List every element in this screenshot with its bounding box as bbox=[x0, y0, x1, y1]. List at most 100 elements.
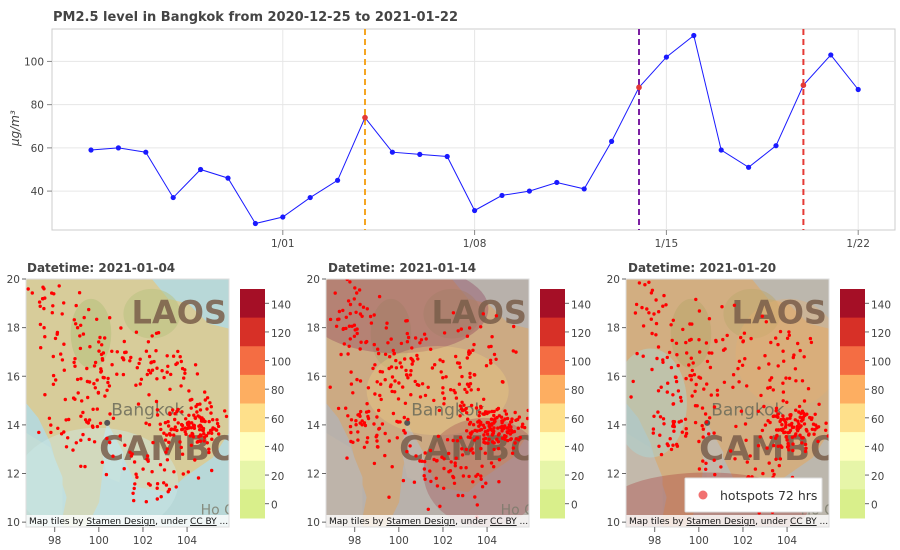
hotspot-dot bbox=[641, 324, 646, 328]
hotspot-dot bbox=[174, 485, 178, 489]
map-label-city: Ho Ch bbox=[501, 503, 543, 519]
hotspot-dot bbox=[712, 458, 716, 462]
hotspot-dot bbox=[739, 409, 744, 413]
hotspot-dot bbox=[774, 406, 779, 410]
map-y-tick-label: 14 bbox=[307, 420, 321, 432]
hotspot-dot bbox=[155, 366, 159, 370]
hotspot-dot bbox=[75, 326, 80, 330]
hotspot-dot bbox=[465, 411, 469, 415]
hotspot-dot bbox=[95, 424, 100, 429]
hotspot-dot bbox=[378, 393, 382, 398]
hotspot-dot bbox=[146, 459, 150, 463]
hotspot-dot bbox=[399, 365, 404, 369]
map-y-tick-label: 18 bbox=[607, 323, 620, 335]
license-link[interactable]: CC BY bbox=[490, 517, 517, 527]
hotspot-dot bbox=[119, 326, 123, 330]
hotspot-dot bbox=[180, 427, 185, 431]
hotspot-dot bbox=[671, 318, 675, 322]
hotspot-dot bbox=[189, 426, 194, 430]
hotspot-dot bbox=[504, 412, 509, 416]
hotspot-dot bbox=[654, 298, 658, 302]
hotspot-dot bbox=[500, 436, 505, 440]
map-label-country: LAOS bbox=[732, 294, 827, 332]
hotspot-dot bbox=[775, 433, 779, 438]
hotspot-dot bbox=[468, 448, 473, 452]
map-title-1: Datetime: 2021-01-04 bbox=[27, 261, 175, 275]
hotspot-dot bbox=[369, 321, 374, 325]
hotspot-dot bbox=[208, 401, 212, 405]
hotspot-dot bbox=[347, 324, 352, 328]
hotspot-dot bbox=[187, 413, 191, 417]
hotspot-dot bbox=[629, 395, 633, 399]
hotspot-dot bbox=[719, 465, 723, 469]
hotspot-dot bbox=[503, 424, 507, 428]
stamen-link[interactable]: Stamen Design bbox=[86, 517, 155, 527]
hotspot-dot bbox=[122, 467, 126, 471]
hotspot-dot bbox=[772, 472, 776, 477]
hotspot-dot bbox=[651, 431, 655, 435]
hotspot-dot bbox=[473, 495, 477, 499]
hotspot-dot bbox=[410, 362, 414, 366]
hotspot-dot bbox=[787, 423, 792, 427]
hotspot-dot bbox=[148, 371, 153, 375]
terrain-shade bbox=[123, 288, 181, 339]
hotspot-dot bbox=[511, 349, 515, 353]
stamen-link[interactable]: Stamen Design bbox=[686, 517, 755, 527]
hotspot-dot bbox=[201, 426, 206, 431]
hotspot-dot bbox=[129, 355, 133, 360]
license-link[interactable]: CC BY bbox=[790, 517, 817, 527]
data-point bbox=[170, 194, 176, 201]
hotspot-dot bbox=[86, 395, 90, 400]
data-point bbox=[335, 177, 341, 183]
stamen-link[interactable]: Stamen Design bbox=[386, 517, 455, 527]
hotspot-dot bbox=[476, 436, 480, 440]
hotspot-dot bbox=[472, 342, 476, 347]
hotspot-dot bbox=[154, 399, 159, 404]
colorbar-tick-label: 140 bbox=[571, 299, 591, 311]
hotspot-dot bbox=[467, 352, 471, 356]
hotspot-dot bbox=[469, 403, 474, 408]
hotspot-dot bbox=[106, 380, 110, 385]
hotspot-dot bbox=[163, 438, 168, 442]
hotspot-dot bbox=[333, 291, 337, 295]
hotspot-dot bbox=[393, 379, 397, 383]
hotspot-dot bbox=[76, 391, 80, 395]
y-tick-label: 100 bbox=[24, 56, 44, 68]
hotspot-dot bbox=[379, 397, 383, 402]
hotspot-dot bbox=[192, 413, 196, 417]
hotspot-dot bbox=[102, 376, 106, 380]
hotspot-dot bbox=[787, 430, 792, 434]
hotspot-dot bbox=[664, 303, 668, 307]
license-link[interactable]: CC BY bbox=[190, 517, 217, 527]
hotspot-dot bbox=[488, 358, 493, 362]
hotspot-dot bbox=[121, 372, 126, 377]
hotspot-dot bbox=[353, 286, 357, 290]
hotspot-dot bbox=[51, 373, 56, 378]
hotspot-dot bbox=[356, 430, 360, 434]
hotspot-dot bbox=[162, 431, 166, 435]
hotspot-dot bbox=[476, 387, 480, 392]
hotspot-dot bbox=[764, 320, 768, 324]
hotspot-dot bbox=[679, 419, 683, 423]
hotspot-dot bbox=[667, 350, 672, 355]
hotspot-dot bbox=[395, 436, 399, 440]
hotspot-dot bbox=[418, 395, 423, 399]
hotspot-dot bbox=[95, 378, 99, 382]
hotspot-dot bbox=[467, 384, 471, 389]
hotspot-dot bbox=[389, 337, 393, 341]
map-x-tick-label: 100 bbox=[389, 535, 409, 547]
hotspot-dot bbox=[192, 426, 197, 430]
hotspot-dot bbox=[670, 338, 674, 343]
city-marker bbox=[404, 419, 411, 426]
hotspot-dot bbox=[776, 444, 780, 448]
hotspot-dot bbox=[465, 390, 469, 394]
hotspot-dot bbox=[676, 389, 681, 393]
data-point bbox=[581, 186, 587, 192]
hotspot-dot bbox=[501, 380, 505, 384]
hotspot-dot bbox=[471, 423, 476, 427]
hotspot-dot bbox=[100, 343, 104, 347]
hotspot-dot bbox=[671, 424, 675, 428]
hotspot-dot bbox=[348, 424, 353, 429]
hotspot-dot bbox=[720, 305, 724, 309]
hotspot-dot bbox=[451, 311, 456, 315]
